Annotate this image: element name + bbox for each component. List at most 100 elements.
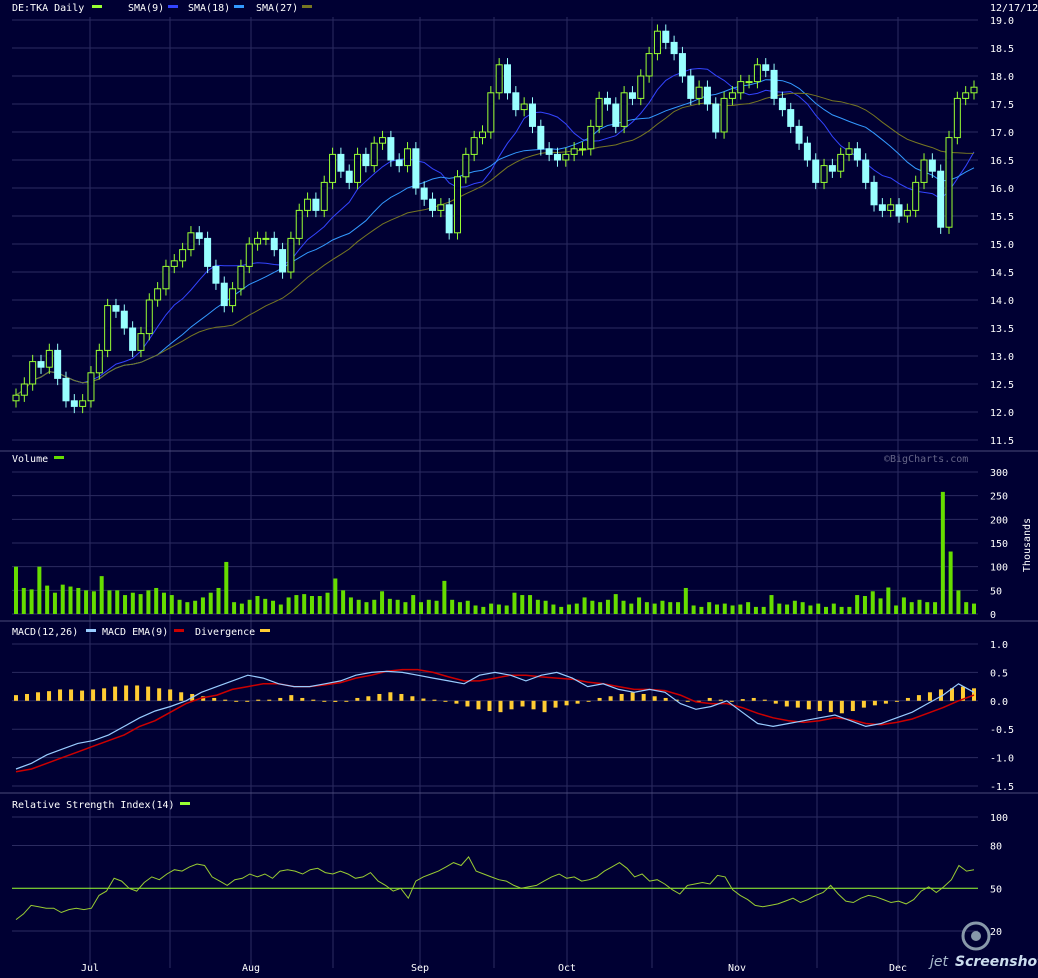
divergence-bar bbox=[498, 700, 503, 713]
volume-bar bbox=[286, 597, 291, 614]
candle-body bbox=[62, 377, 70, 402]
divergence-bar bbox=[894, 700, 899, 702]
candle-body bbox=[104, 305, 112, 351]
divergence-bar bbox=[652, 696, 657, 701]
candle-body bbox=[645, 53, 653, 77]
volume-bar bbox=[621, 600, 626, 614]
candle-body bbox=[837, 153, 845, 172]
candle-body bbox=[512, 92, 520, 111]
divergence-bar bbox=[421, 698, 426, 701]
volume-bars bbox=[14, 491, 976, 614]
candle-body bbox=[337, 153, 345, 172]
price-tick-label: 18.5 bbox=[990, 44, 1014, 55]
candle-body bbox=[387, 137, 395, 161]
volume-tick-label: 150 bbox=[990, 539, 1008, 550]
volume-bar bbox=[590, 600, 595, 614]
volume-bar bbox=[177, 599, 182, 614]
candle-body bbox=[137, 333, 145, 351]
sma9-line bbox=[15, 67, 975, 396]
divergence-bar bbox=[113, 686, 118, 701]
divergence-bar bbox=[663, 697, 668, 701]
volume-bar bbox=[169, 595, 174, 614]
volume-bar bbox=[644, 602, 649, 614]
candle-body bbox=[628, 92, 636, 99]
price-tick-label: 17.5 bbox=[990, 100, 1014, 111]
candle-body bbox=[720, 97, 728, 133]
divergence-bar bbox=[146, 686, 151, 701]
volume-bar bbox=[707, 602, 712, 614]
volume-bar bbox=[847, 606, 852, 614]
jetscreenshot-logo: jet Screenshot bbox=[928, 921, 1038, 970]
candle-body bbox=[12, 394, 20, 402]
volume-bar bbox=[208, 592, 213, 614]
candle-body bbox=[562, 153, 570, 161]
rsi-tick-label: 100 bbox=[990, 813, 1008, 824]
volume-bar bbox=[528, 595, 533, 614]
volume-bar bbox=[512, 592, 517, 614]
grid-lines bbox=[12, 17, 978, 968]
volume-bar bbox=[886, 587, 891, 614]
divergence-bar bbox=[179, 692, 184, 701]
volume-bar bbox=[824, 606, 829, 614]
candle-body bbox=[262, 237, 270, 240]
volume-bar bbox=[247, 599, 252, 614]
candle-body bbox=[545, 148, 553, 155]
macd-tick-label: 0.0 bbox=[990, 697, 1008, 708]
candle-body bbox=[687, 75, 695, 99]
volume-bar bbox=[738, 604, 743, 614]
divergence-bar bbox=[916, 695, 921, 701]
candle-body bbox=[304, 198, 312, 211]
volume-bar bbox=[380, 591, 385, 614]
divergence-bar bbox=[707, 697, 712, 701]
candle-body bbox=[528, 103, 536, 127]
watermark: ©BigCharts.com bbox=[884, 454, 968, 465]
volume-bar bbox=[419, 602, 424, 614]
volume-bar bbox=[559, 606, 564, 614]
volume-bar bbox=[442, 580, 447, 614]
macd-tick-label: 0.5 bbox=[990, 668, 1008, 679]
divergence-bar bbox=[553, 700, 558, 708]
candle-body bbox=[712, 103, 720, 133]
candle-body bbox=[728, 92, 736, 99]
month-label: Sep bbox=[411, 963, 429, 974]
volume-tick-label: 0 bbox=[990, 610, 996, 621]
volume-bar bbox=[574, 603, 579, 614]
volume-bar bbox=[434, 600, 439, 614]
candle-body bbox=[129, 327, 137, 351]
candle-body bbox=[187, 232, 195, 251]
candle-body bbox=[495, 64, 503, 94]
divergence-bar bbox=[872, 700, 877, 706]
divergence-bar bbox=[432, 699, 437, 701]
volume-bar bbox=[450, 599, 455, 614]
divergence-bar bbox=[278, 697, 283, 701]
volume-bar bbox=[403, 602, 408, 614]
volume-bar bbox=[99, 576, 104, 614]
candle-body bbox=[653, 30, 661, 55]
divergence-bar bbox=[718, 699, 723, 701]
candle-body bbox=[670, 41, 678, 55]
volume-bar bbox=[629, 603, 634, 614]
candle-body bbox=[895, 204, 903, 217]
candle-body bbox=[845, 148, 853, 155]
volume-bar bbox=[668, 602, 673, 614]
divergence-bar bbox=[377, 693, 382, 701]
candle-body bbox=[537, 125, 545, 150]
divergence-bar bbox=[25, 693, 30, 701]
divergence-bar bbox=[245, 700, 250, 702]
macd-ema-line bbox=[15, 668, 975, 773]
volume-bar bbox=[582, 597, 587, 614]
candle-body bbox=[245, 243, 253, 267]
volume-bar bbox=[76, 587, 81, 614]
volume-bar bbox=[769, 595, 774, 614]
candle-body bbox=[803, 142, 811, 161]
rsi-tick-label: 80 bbox=[990, 842, 1002, 853]
divergence-bar bbox=[443, 700, 448, 702]
divergence-bar bbox=[839, 700, 844, 714]
volume-tick-label: 300 bbox=[990, 468, 1008, 479]
candle-body bbox=[620, 92, 628, 127]
candle-body bbox=[595, 97, 603, 127]
candle-body bbox=[404, 148, 412, 167]
price-tick-label: 15.5 bbox=[990, 212, 1014, 223]
candle-body bbox=[703, 86, 711, 105]
candle-body bbox=[487, 92, 495, 133]
